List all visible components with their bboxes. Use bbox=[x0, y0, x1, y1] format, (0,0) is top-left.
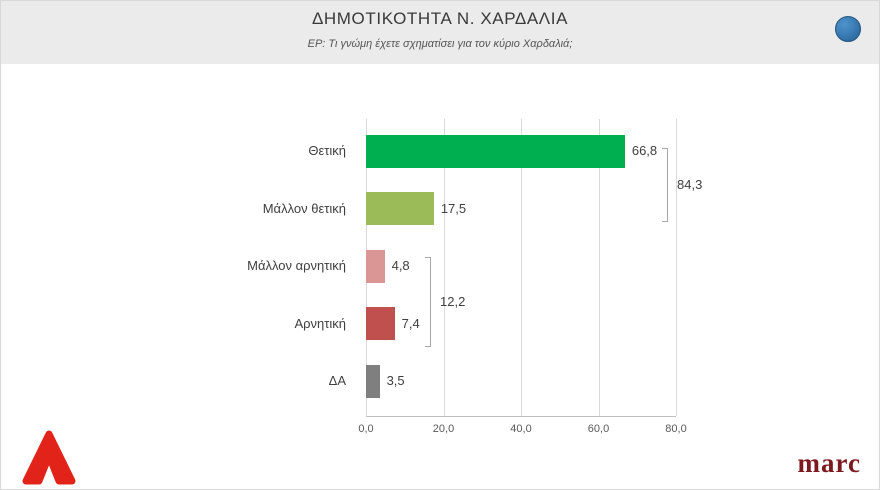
group-bracket bbox=[425, 257, 431, 347]
category-label: Μάλλον θετική bbox=[262, 200, 346, 216]
x-tick-label: 0,0 bbox=[358, 423, 374, 435]
category-label: Θετική bbox=[308, 143, 346, 158]
x-tick-label: 40,0 bbox=[510, 423, 532, 435]
gridline bbox=[676, 119, 677, 416]
category-label: Αρνητική bbox=[294, 315, 346, 331]
x-axis-line bbox=[366, 416, 676, 417]
value-label: 7,4 bbox=[401, 315, 420, 331]
page-title: ΔΗΜΟΤΙΚΟΤΗΤΑ Ν. ΧΑΡΔΑΛΙΑ bbox=[311, 9, 569, 28]
group-sum-label: 12,2 bbox=[440, 294, 466, 309]
x-tick-label: 80,0 bbox=[665, 423, 687, 435]
group-bracket bbox=[662, 148, 668, 222]
value-label: 66,8 bbox=[631, 143, 658, 158]
bar-3 bbox=[366, 249, 385, 283]
gridline bbox=[443, 119, 445, 416]
blue-circle-icon bbox=[835, 16, 861, 42]
value-label: 17,5 bbox=[440, 200, 467, 216]
page-subtitle: ΕΡ: Τι γνώμη έχετε σχηματίσει για τον κύ… bbox=[307, 38, 573, 50]
gridline bbox=[521, 119, 522, 416]
value-label: 4,8 bbox=[391, 258, 410, 273]
bar-2 bbox=[366, 192, 434, 225]
bar-4 bbox=[366, 307, 395, 340]
bar-5 bbox=[366, 364, 380, 398]
bar-1 bbox=[366, 134, 625, 168]
gridline bbox=[598, 119, 600, 416]
alpha-tv-logo-icon bbox=[21, 429, 77, 485]
category-label: ΔΑ bbox=[328, 373, 346, 388]
header-band: ΔΗΜΟΤΙΚΟΤΗΤΑ Ν. ΧΑΡΔΑΛΙΑ ΕΡ: Τι γνώμη έχ… bbox=[1, 1, 879, 64]
category-label: Μάλλον αρνητική bbox=[247, 258, 346, 273]
x-tick-label: 60,0 bbox=[587, 423, 610, 435]
group-sum-label: 84,3 bbox=[677, 177, 703, 192]
marc-logo: marc bbox=[797, 448, 861, 478]
value-label: 3,5 bbox=[386, 373, 405, 388]
x-tick-label: 20,0 bbox=[432, 423, 455, 435]
